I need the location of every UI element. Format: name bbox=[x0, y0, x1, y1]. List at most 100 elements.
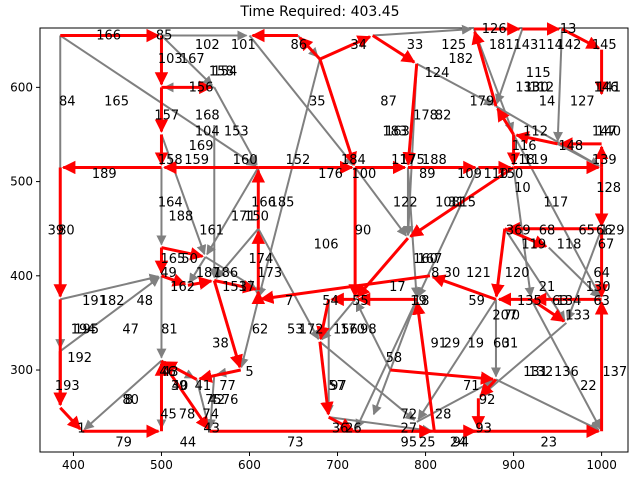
edge-label: 137 bbox=[602, 365, 627, 380]
route-edge-line bbox=[328, 415, 354, 432]
edge-label: 27 bbox=[401, 421, 418, 436]
edge-label: 39 bbox=[48, 224, 65, 239]
edge-line bbox=[59, 276, 160, 352]
edge-label: 65 bbox=[578, 224, 595, 239]
edge-label: 158 bbox=[158, 153, 183, 168]
edge-label: 159 bbox=[184, 153, 209, 168]
edge-label: 162 bbox=[170, 280, 195, 295]
edge-label: 28 bbox=[435, 407, 452, 422]
edge-label: 97 bbox=[330, 379, 347, 394]
edge-line bbox=[248, 34, 355, 166]
edge-line bbox=[60, 273, 160, 301]
edge-label: 150 bbox=[499, 167, 524, 182]
edge-label: 117 bbox=[391, 153, 416, 168]
edge-label: 178 bbox=[413, 109, 438, 124]
edge-label: 118 bbox=[510, 153, 535, 168]
edge-label: 160 bbox=[413, 252, 438, 267]
edge-line bbox=[548, 246, 601, 298]
edge-label: 78 bbox=[179, 407, 196, 422]
edge-label: 60 bbox=[493, 337, 510, 352]
edge-label: 68 bbox=[539, 224, 556, 239]
edge-label: 44 bbox=[180, 436, 197, 451]
edge-label: 91 bbox=[430, 337, 447, 352]
route-edge-line bbox=[431, 274, 497, 301]
edge-label: 31 bbox=[448, 195, 465, 210]
edge-label: 182 bbox=[100, 294, 125, 309]
edge-label: 128 bbox=[596, 181, 621, 196]
edge-label: 31 bbox=[502, 337, 519, 352]
edge-label: 151 bbox=[222, 280, 247, 295]
route-edge-line bbox=[530, 298, 566, 323]
route-edge-line bbox=[160, 273, 187, 287]
edge-label: 80 bbox=[122, 393, 139, 408]
edge-label: 19 bbox=[467, 337, 484, 352]
edge-label: 39 bbox=[171, 379, 188, 394]
edge-label: 35 bbox=[309, 94, 326, 109]
edge-label: 33 bbox=[407, 38, 424, 53]
edge-line bbox=[416, 62, 495, 106]
edge-label: 25 bbox=[419, 436, 436, 451]
route-edge-line bbox=[412, 300, 436, 432]
edge-line bbox=[479, 322, 568, 398]
route-edge-line bbox=[318, 58, 357, 166]
edge-label: 40 bbox=[172, 379, 189, 394]
edge-label: 48 bbox=[136, 294, 153, 309]
edge-label: 17 bbox=[389, 280, 406, 295]
edge-label: 101 bbox=[231, 38, 256, 53]
edge-label: 30 bbox=[444, 266, 461, 281]
edge-label: 153 bbox=[224, 125, 249, 140]
route-edge-line bbox=[316, 299, 331, 341]
edge-label: 193 bbox=[55, 379, 80, 394]
edge-label: 192 bbox=[67, 351, 92, 366]
edge-label: 157 bbox=[154, 109, 179, 124]
edge-label: 74 bbox=[202, 407, 219, 422]
edge-label: 195 bbox=[74, 323, 99, 338]
edge-label: 106 bbox=[314, 238, 339, 253]
edge-label: 108 bbox=[435, 195, 460, 210]
route-edge-line bbox=[213, 279, 257, 294]
edge-label: 70 bbox=[504, 308, 521, 323]
edge-label: 133 bbox=[515, 80, 540, 95]
edge-label: 184 bbox=[341, 153, 366, 168]
edge-label: 166 bbox=[251, 195, 276, 210]
edge-label: 167 bbox=[418, 252, 443, 267]
edge-label: 152 bbox=[285, 153, 310, 168]
edge-label: 160 bbox=[233, 153, 258, 168]
edge-label: 168 bbox=[195, 109, 220, 124]
edge-label: 120 bbox=[505, 266, 530, 281]
edge-label: 92 bbox=[479, 393, 496, 408]
edge-label: 102 bbox=[195, 38, 220, 53]
edge-label: 10 bbox=[514, 181, 531, 196]
edge-label: 130 bbox=[586, 280, 611, 295]
edge-label: 141 bbox=[596, 80, 621, 95]
edge-label: 63 bbox=[593, 294, 610, 309]
edge-label: 58 bbox=[386, 351, 403, 366]
edge-label: 34 bbox=[350, 38, 367, 53]
edge-label: 77 bbox=[219, 379, 236, 394]
edge-line bbox=[530, 298, 602, 430]
edge-line bbox=[59, 34, 257, 167]
edge-line bbox=[215, 228, 260, 279]
route-edge-line bbox=[402, 63, 419, 166]
edge-label: 62 bbox=[252, 323, 269, 338]
edge-label: 169 bbox=[189, 139, 214, 154]
y-tick-label: 400 bbox=[10, 269, 33, 283]
edge-label: 115 bbox=[526, 66, 551, 81]
edge-label: 23 bbox=[541, 436, 558, 451]
edge-line bbox=[257, 228, 320, 341]
edge-line bbox=[372, 24, 472, 37]
edge-label: 143 bbox=[513, 38, 538, 53]
edge-label: 112 bbox=[529, 80, 554, 95]
edge-label: 66 bbox=[596, 224, 613, 239]
edge-label: 161 bbox=[199, 224, 224, 239]
edge-line bbox=[213, 86, 258, 166]
edge-label: 172 bbox=[299, 323, 324, 338]
edge-label: 145 bbox=[592, 38, 617, 53]
route-edge-line bbox=[515, 131, 558, 146]
x-tick-label: 500 bbox=[150, 458, 173, 472]
edge-label: 114 bbox=[538, 38, 563, 53]
edge-label: 185 bbox=[270, 195, 295, 210]
edge-label: 125 bbox=[441, 38, 466, 53]
edge-label: 55 bbox=[352, 294, 369, 309]
edge-line bbox=[565, 228, 603, 322]
